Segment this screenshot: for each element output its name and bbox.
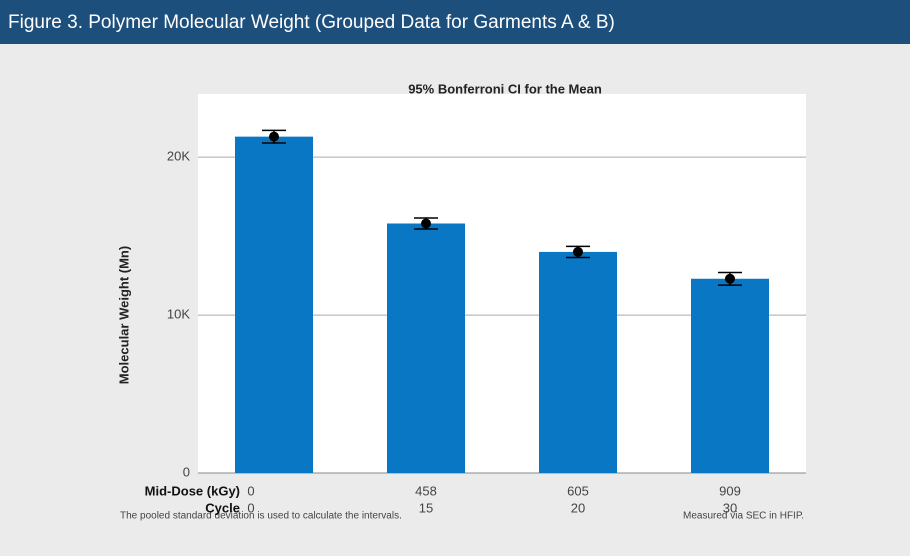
x-tick-label: 0 <box>247 483 254 498</box>
bar <box>691 278 769 473</box>
y-axis-label: Molecular Weight (Mn) <box>116 246 131 384</box>
x-tick-label: 909 <box>719 483 741 498</box>
chart-title: Figure 3. Polymer Molecular Weight (Grou… <box>8 12 615 33</box>
x-tick-label: 20 <box>571 500 585 515</box>
x-row-name: Mid-Dose (kGy) <box>145 483 240 498</box>
mean-dot <box>269 131 279 142</box>
footnote: The pooled standard deviation is used to… <box>120 511 402 522</box>
mean-dot <box>573 246 583 257</box>
x-tick-label: 0 <box>247 500 254 515</box>
bar <box>235 136 313 473</box>
chart-subtitle: 95% Bonferroni CI for the Mean <box>408 81 602 96</box>
y-tick-label: 20K <box>167 149 190 164</box>
y-tick-label: 10K <box>167 307 190 322</box>
bar <box>539 251 617 473</box>
footnote: Measured via SEC in HFIP. <box>683 511 804 522</box>
x-tick-label: 30 <box>723 500 737 515</box>
mean-dot <box>421 218 431 229</box>
x-tick-label: 15 <box>419 500 433 515</box>
x-tick-label: 458 <box>415 483 437 498</box>
header-bar <box>0 0 910 44</box>
mean-dot <box>725 273 735 284</box>
x-row-name: Cycle <box>205 500 240 515</box>
x-tick-label: 605 <box>567 483 589 498</box>
y-tick-label: 0 <box>183 464 190 479</box>
bar <box>387 223 465 473</box>
